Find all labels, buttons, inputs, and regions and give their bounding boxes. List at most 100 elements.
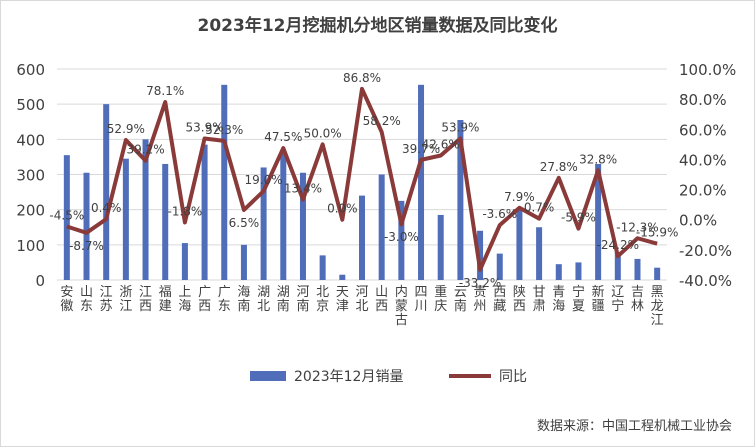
left-axis-tick-label: 100 <box>16 237 45 255</box>
category-label: 广西 <box>198 285 211 314</box>
left-axis-tick-label: 300 <box>16 167 45 185</box>
bar-广东 <box>221 84 228 280</box>
bar-安徽 <box>63 155 70 280</box>
yoy-data-label: -3.6% <box>482 207 517 221</box>
bar-山东 <box>83 172 90 280</box>
bar-山西 <box>378 174 385 280</box>
category-label: 辽宁 <box>611 285 624 314</box>
yoy-data-label: 52.9% <box>107 122 145 136</box>
yoy-data-label: -4.5% <box>49 208 84 222</box>
yoy-data-label: -5.9% <box>561 211 596 225</box>
yoy-data-label: 52.3% <box>205 123 243 137</box>
yoy-data-label: 50.0% <box>304 126 342 140</box>
bar-上海 <box>181 243 188 280</box>
yoy-data-label: 58.2% <box>363 114 401 128</box>
bar-陕西 <box>516 209 523 280</box>
category-label: 湖北 <box>257 285 270 314</box>
category-label: 湖南 <box>277 285 290 314</box>
yoy-data-label: 86.8% <box>343 71 381 85</box>
yoy-data-label: 6.5% <box>229 216 260 230</box>
category-label: 安徽 <box>60 285 73 314</box>
right-axis-tick-label: 100.0% <box>679 61 736 79</box>
category-label: 黑龙江 <box>651 285 664 328</box>
category-label: 四川 <box>415 285 428 314</box>
bar-北京 <box>319 255 326 280</box>
legend-bar-label: 2023年12月销量 <box>294 369 403 385</box>
yoy-data-label: -15.9% <box>636 226 678 240</box>
yoy-data-label: -33.2% <box>459 276 501 290</box>
bar-西藏 <box>496 253 503 280</box>
right-axis-tick-label: 40.0% <box>679 151 727 169</box>
category-label: 宁夏 <box>572 284 585 314</box>
yoy-data-label: 53.9% <box>441 120 479 134</box>
bar-广西 <box>201 144 208 280</box>
yoy-data-label: 78.1% <box>146 84 184 98</box>
right-axis-tick-label: 20.0% <box>679 182 727 200</box>
category-label: 江苏 <box>100 285 113 314</box>
right-axis-tick-label: 80.0% <box>679 91 727 109</box>
bar-福建 <box>162 163 169 280</box>
right-axis-tick-label: -20.0% <box>679 242 732 260</box>
bar-宁夏 <box>575 262 582 280</box>
yoy-data-label: 39.2% <box>126 143 164 157</box>
bar-青海 <box>555 264 562 280</box>
category-label: 天津 <box>336 285 349 314</box>
yoy-data-label: -8.7% <box>69 239 104 253</box>
bar-贵州 <box>477 230 484 280</box>
category-label: 河北 <box>355 285 368 314</box>
category-label: 海南 <box>237 285 250 314</box>
yoy-data-label: -24.2% <box>597 238 639 252</box>
category-label: 云南 <box>454 285 467 314</box>
bar-黑龙江 <box>654 267 661 280</box>
yoy-data-label: 0.0% <box>327 202 358 216</box>
legend-line-label: 同比 <box>499 369 527 385</box>
yoy-data-label: 0.7% <box>524 201 555 215</box>
category-label: 北京 <box>316 285 329 314</box>
yoy-data-label: -12.3% <box>616 220 658 234</box>
category-label: 西藏 <box>493 285 506 314</box>
yoy-data-label: 19.0% <box>245 173 283 187</box>
category-label: 山西 <box>375 285 388 314</box>
bar-河南 <box>299 172 306 280</box>
bar-天津 <box>339 274 346 280</box>
left-axis-tick-label: 0 <box>35 272 45 290</box>
category-label: 陕西 <box>513 285 526 314</box>
chart-title: 2023年12月挖掘机分地区销量数据及同比变化 <box>197 16 558 36</box>
category-label: 山东 <box>80 285 93 314</box>
yoy-line <box>66 86 658 272</box>
yoy-data-label: 47.5% <box>264 130 302 144</box>
right-axis-tick-label: 60.0% <box>679 121 727 139</box>
bar-云南 <box>457 119 464 280</box>
yoy-data-label: 27.8% <box>540 160 578 174</box>
bar-内蒙古 <box>398 200 405 280</box>
left-axis-tick-label: 600 <box>16 61 45 79</box>
category-label: 贵州 <box>474 285 487 314</box>
legend-bar-swatch <box>250 371 286 381</box>
category-label: 新疆 <box>592 284 605 314</box>
left-axis-tick-label: 400 <box>16 131 45 149</box>
bar-甘肃 <box>536 227 543 280</box>
bar-辽宁 <box>614 251 621 280</box>
right-axis-tick-label: 0.0% <box>679 212 717 230</box>
category-label: 甘肃 <box>533 285 546 314</box>
bar-浙江 <box>122 158 129 280</box>
bar-吉林 <box>634 258 641 280</box>
bar-河北 <box>359 195 365 280</box>
category-label: 青海 <box>552 285 565 314</box>
yoy-data-label: 0.4% <box>91 201 122 215</box>
bar-江苏 <box>103 104 110 281</box>
category-label: 浙江 <box>119 285 132 314</box>
category-label: 上海 <box>178 285 191 314</box>
category-label: 广东 <box>218 285 231 314</box>
left-axis-tick-label: 500 <box>16 96 45 114</box>
category-label: 江西 <box>139 285 152 314</box>
bar-重庆 <box>437 214 444 280</box>
bar-江西 <box>142 139 149 280</box>
yoy-data-label: 53.9% <box>186 120 224 134</box>
category-label: 吉林 <box>631 285 644 314</box>
bar-四川 <box>418 84 425 280</box>
bar-湖北 <box>260 167 267 280</box>
bar-海南 <box>240 244 247 280</box>
